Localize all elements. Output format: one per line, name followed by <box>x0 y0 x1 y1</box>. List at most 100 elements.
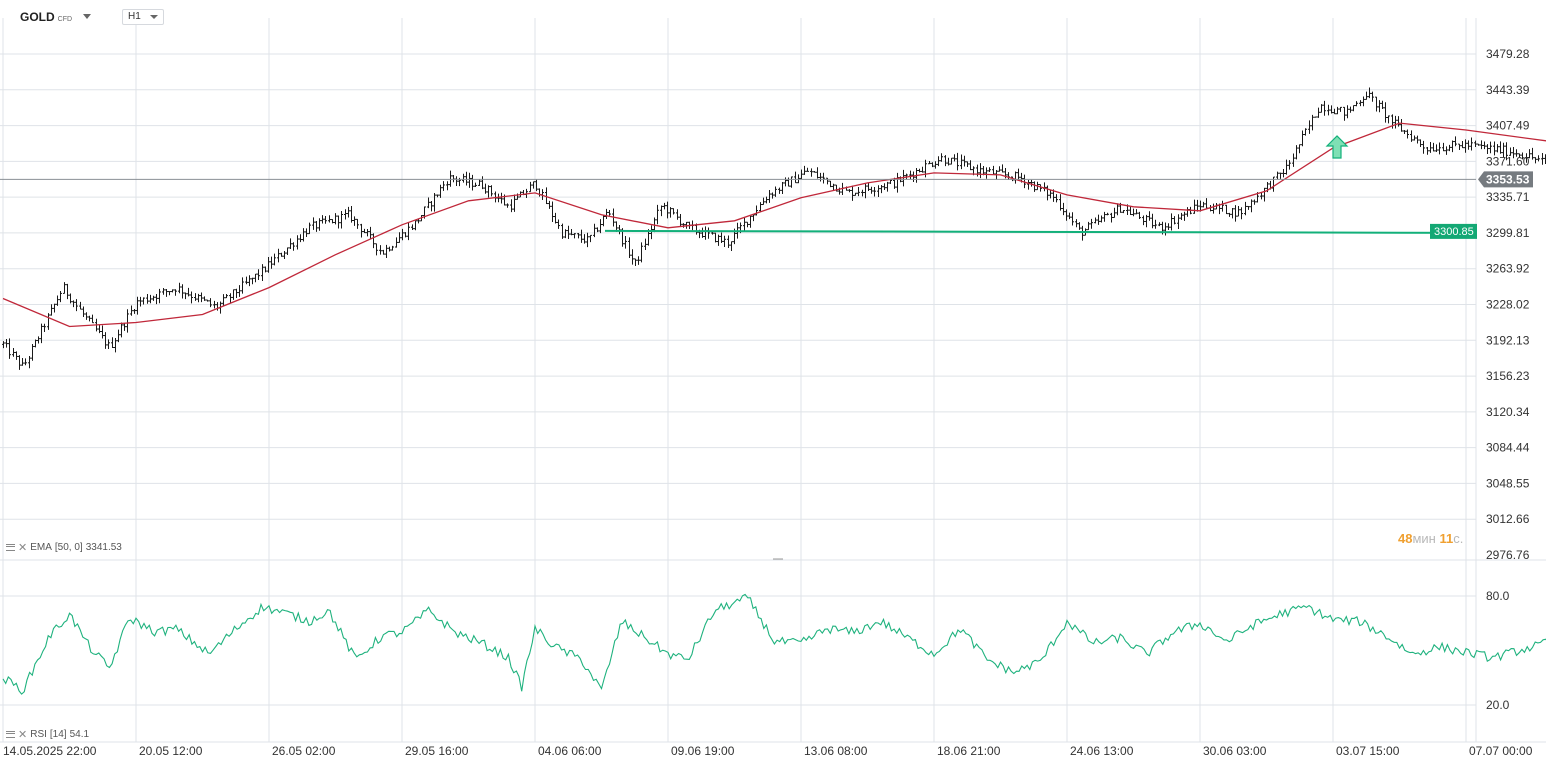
candle <box>497 193 500 203</box>
candle <box>1001 164 1004 173</box>
candle <box>883 183 886 190</box>
candle <box>867 182 870 192</box>
candle <box>564 229 567 239</box>
candle <box>452 175 455 183</box>
candle <box>774 186 777 197</box>
candle <box>478 179 481 186</box>
candle <box>746 221 749 228</box>
price-tick-label: 2976.76 <box>1486 548 1530 562</box>
candle <box>407 222 410 241</box>
candle <box>1483 141 1486 150</box>
candle <box>31 343 34 361</box>
candle <box>107 339 110 350</box>
candle <box>950 157 953 165</box>
candle <box>532 181 535 189</box>
time-tick-label: 04.06 06:00 <box>538 744 602 758</box>
candle <box>1170 213 1173 231</box>
candlestick-series <box>2 87 1546 370</box>
candle <box>360 223 363 238</box>
countdown-minutes-unit: мин <box>1412 531 1436 546</box>
candle <box>340 210 343 229</box>
candle <box>628 237 631 258</box>
candle <box>573 233 576 239</box>
price-tick-label: 3299.81 <box>1486 226 1530 240</box>
candle <box>1515 149 1518 157</box>
candle <box>391 245 394 251</box>
candle <box>328 215 331 223</box>
candle <box>88 315 91 322</box>
candle <box>765 196 768 204</box>
candle <box>1486 144 1489 154</box>
ema-legend: ✕ EMA [50, 0] 3341.53 <box>6 542 122 553</box>
candle <box>337 215 340 229</box>
candle <box>251 277 254 285</box>
symbol-selector[interactable]: GOLD CFD <box>20 10 92 24</box>
candle <box>146 294 149 304</box>
candle <box>640 242 643 263</box>
price-tick-label: 3263.92 <box>1486 262 1530 276</box>
candle <box>190 291 193 304</box>
candle <box>1158 222 1161 227</box>
candle <box>1151 213 1154 229</box>
candle <box>822 172 825 184</box>
close-icon[interactable]: ✕ <box>18 728 28 741</box>
arrow-up-icon[interactable] <box>1325 135 1349 159</box>
candle <box>398 232 401 243</box>
menu-icon[interactable] <box>6 544 15 551</box>
candle <box>117 329 120 343</box>
close-icon[interactable]: ✕ <box>18 541 28 554</box>
candle <box>1106 212 1109 216</box>
candle <box>142 297 145 305</box>
candle <box>439 184 442 198</box>
candle <box>727 235 730 249</box>
menu-icon[interactable] <box>6 731 15 738</box>
candle <box>1180 212 1183 220</box>
ema-line-group <box>2 122 1546 328</box>
candle <box>229 293 232 304</box>
candle <box>264 266 267 273</box>
candle <box>28 355 31 369</box>
candle <box>1461 141 1464 149</box>
support-line[interactable] <box>604 229 1477 234</box>
candle <box>784 177 787 187</box>
candle <box>979 163 982 179</box>
candle <box>1100 215 1103 223</box>
ema-line <box>2 122 1546 328</box>
candle <box>209 298 212 308</box>
ema-label: EMA <box>30 542 52 553</box>
candle <box>1464 139 1467 153</box>
candle <box>1381 100 1384 109</box>
candle <box>273 253 276 266</box>
candle <box>1148 211 1151 221</box>
candle <box>720 232 723 244</box>
candle <box>1240 207 1243 220</box>
candle <box>296 235 299 250</box>
candle <box>781 181 784 194</box>
candle <box>136 296 139 315</box>
candle <box>605 208 608 220</box>
candle <box>577 232 580 239</box>
candle <box>79 301 82 310</box>
candle <box>1320 104 1323 113</box>
candle <box>1537 155 1540 162</box>
candle <box>1186 207 1189 217</box>
candle <box>1298 144 1301 154</box>
candle <box>1007 172 1010 180</box>
price-tick-label: 3407.49 <box>1486 119 1530 133</box>
timeframe-selector[interactable]: H1 <box>122 9 164 25</box>
candle <box>666 201 669 219</box>
candle <box>1451 140 1454 153</box>
candle <box>446 181 449 191</box>
candle <box>187 287 190 297</box>
candle <box>372 233 375 249</box>
candle <box>940 153 943 162</box>
candle <box>356 218 359 229</box>
candle <box>1406 129 1409 139</box>
candle <box>155 294 158 305</box>
candle <box>18 355 21 370</box>
candle <box>551 201 554 222</box>
candle <box>194 293 197 301</box>
candle <box>768 189 771 203</box>
candle <box>363 228 366 234</box>
